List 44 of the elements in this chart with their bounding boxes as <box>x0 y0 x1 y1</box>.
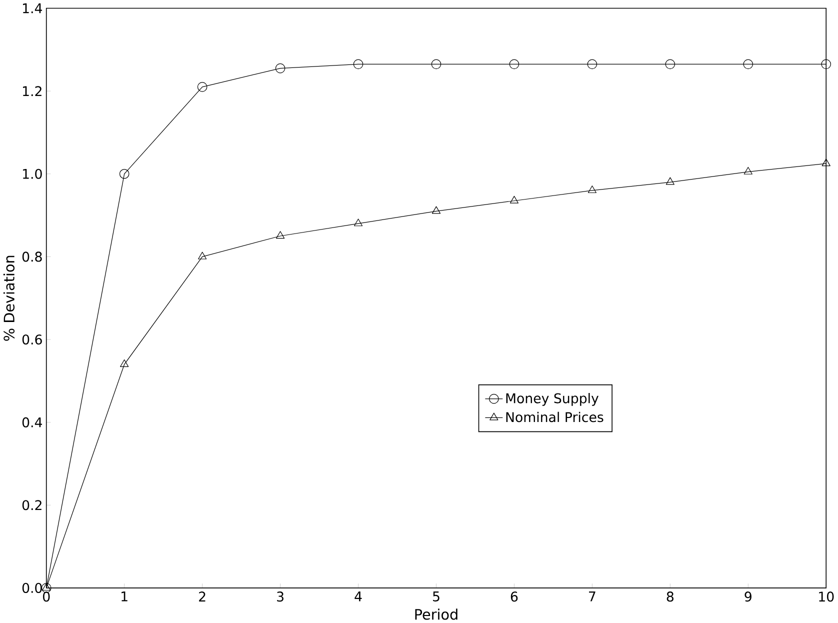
point <box>197 82 208 92</box>
point <box>119 168 130 179</box>
y-tick-label: 0.2 <box>22 500 42 510</box>
x-tick-label: 0 <box>43 591 50 602</box>
x-tick-label: 6 <box>510 591 518 602</box>
x-tick-label: 3 <box>277 591 284 602</box>
x-tick-label: 10 <box>819 591 834 602</box>
y-tick-label: 0.0 <box>22 582 42 593</box>
point <box>822 158 830 166</box>
x-tick-label: 1 <box>122 591 128 602</box>
x-axis-title: Period <box>415 608 458 620</box>
point <box>509 59 520 69</box>
point <box>120 359 129 367</box>
point <box>432 206 441 214</box>
y-tick-label: 1.0 <box>23 168 42 179</box>
x-tick-label: 9 <box>744 591 752 602</box>
y-tick-label: 0.6 <box>22 334 42 344</box>
x-tick-label: 2 <box>199 591 206 602</box>
y-tick-label: 0.8 <box>22 252 42 262</box>
legend-label: Money Supply <box>506 392 599 406</box>
point <box>665 59 676 69</box>
x-tick-label: 7 <box>589 591 596 602</box>
point <box>42 582 51 590</box>
legend-label: Nominal Prices <box>506 412 604 422</box>
point <box>353 59 364 69</box>
point <box>198 252 207 260</box>
point <box>431 59 442 69</box>
y-tick-label: 1.4 <box>23 3 42 14</box>
point <box>276 230 285 239</box>
point <box>354 218 363 226</box>
point <box>666 177 674 185</box>
point <box>275 63 286 74</box>
point <box>744 166 752 174</box>
point <box>588 185 596 193</box>
x-tick-label: 4 <box>354 591 362 602</box>
y-axis-title: % Deviation <box>3 256 15 341</box>
y-tick-label: 0.4 <box>22 417 42 428</box>
y-tick-label: 1.2 <box>23 86 42 96</box>
x-tick-label: 5 <box>433 591 440 602</box>
point <box>587 59 598 69</box>
point <box>510 196 519 204</box>
x-tick-label: 8 <box>666 591 674 602</box>
point <box>743 59 754 69</box>
point <box>821 59 832 69</box>
